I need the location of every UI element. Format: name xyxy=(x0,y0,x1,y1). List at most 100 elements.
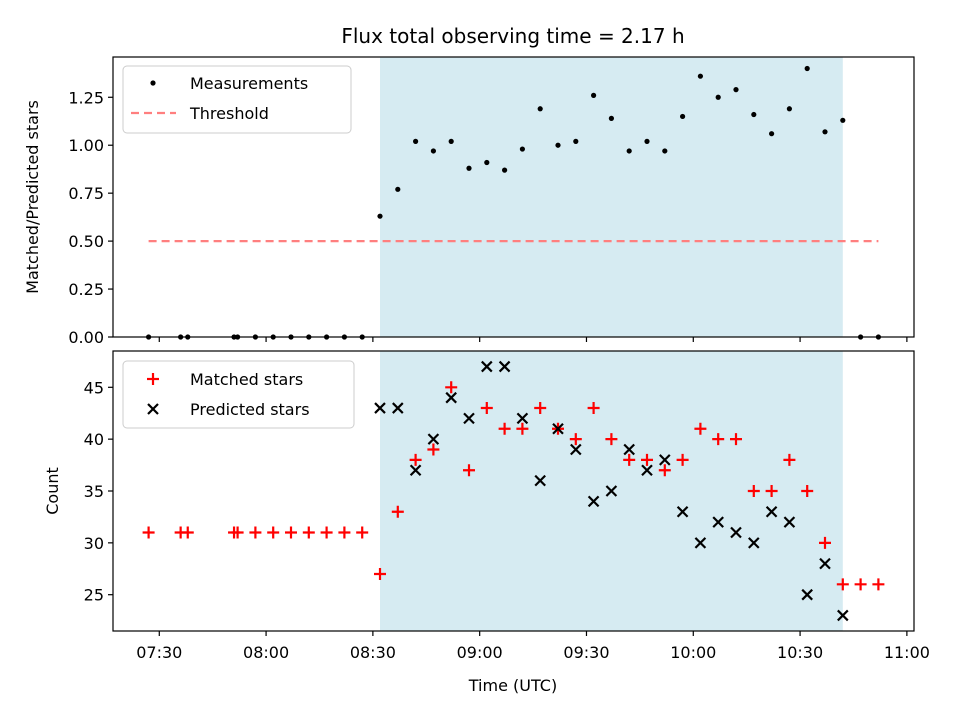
matched-star-point xyxy=(836,578,849,591)
legend-threshold-label: Threshold xyxy=(189,104,269,123)
legend-matched-label: Matched stars xyxy=(190,370,303,389)
top-ytick-label: 0.50 xyxy=(68,232,104,251)
predicted-star-point xyxy=(463,412,475,425)
top-legend-box xyxy=(122,65,352,134)
matched-star-point xyxy=(819,536,831,549)
measurement-point xyxy=(591,92,597,98)
top-ytick-label: 0.00 xyxy=(68,328,104,347)
matched-star-point xyxy=(181,526,194,539)
matched-star-point xyxy=(658,464,671,477)
predicted-star-point xyxy=(694,537,707,549)
matched-star-point xyxy=(534,402,547,415)
predicted-star-point xyxy=(534,474,546,487)
matched-star-point xyxy=(285,526,297,539)
matched-star-point xyxy=(356,526,369,539)
matched-star-point xyxy=(872,578,885,591)
chart-title: Flux total observing time = 2.17 h xyxy=(341,24,684,48)
predicted-star-point xyxy=(783,516,796,528)
xtick-label: 10:00 xyxy=(670,643,716,662)
bottom-plot-frame xyxy=(112,350,915,632)
matched-star-point xyxy=(498,422,511,435)
measurement-point xyxy=(395,186,401,192)
predicted-star-point xyxy=(748,537,760,549)
predicted-star-point xyxy=(676,505,689,518)
measurement-point xyxy=(377,213,383,219)
matched-star-point xyxy=(676,453,689,466)
matched-star-point xyxy=(623,453,636,466)
predicted-star-point xyxy=(765,505,778,518)
bottom-panel: 25 30 35 40 45 07:30 08:00 08:30 09:00 09:30 10:0… xyxy=(43,350,930,695)
predicted-star-point xyxy=(712,516,724,528)
xtick-label: 08:30 xyxy=(350,643,396,662)
matched-star-point xyxy=(641,453,653,466)
xtick-label: 08:00 xyxy=(243,643,289,662)
measurement-point xyxy=(786,106,793,112)
matched-star-point xyxy=(854,578,867,591)
measurement-point xyxy=(448,138,454,144)
matched-star-point xyxy=(249,526,262,539)
measurement-point xyxy=(484,159,490,166)
measurement-point xyxy=(608,115,615,121)
top-panel: 0.00 0.25 0.50 0.75 1.00 1.25 Matched/Predict… xyxy=(23,56,915,347)
predicted-star-point xyxy=(552,423,564,435)
xtick-label: 09:00 xyxy=(457,643,503,662)
measurement-point xyxy=(502,167,508,173)
bottom-ytick-label: 35 xyxy=(84,482,104,501)
measurement-point xyxy=(430,148,436,154)
predicted-star-point xyxy=(498,360,511,373)
legend-predicted-marker xyxy=(147,403,159,415)
predicted-star-point xyxy=(587,495,600,508)
matched-star-point xyxy=(747,485,760,497)
legend-measurements-marker xyxy=(150,80,156,86)
matched-star-point xyxy=(338,526,351,539)
matched-star-point xyxy=(427,443,440,456)
predicted-star-point xyxy=(374,402,386,414)
predicted-star-point xyxy=(481,360,493,373)
matched-star-point xyxy=(320,526,333,539)
bottom-ytick-label: 30 xyxy=(84,534,104,553)
measurement-point xyxy=(822,129,828,135)
top-ytick-label: 1.00 xyxy=(68,136,104,155)
matched-star-point xyxy=(712,433,725,446)
matched-star-point xyxy=(516,422,529,435)
measurement-point xyxy=(804,65,810,72)
bottom-ytick-label: 25 xyxy=(84,586,104,605)
matched-star-point xyxy=(801,485,814,497)
legend-measurements-label: Measurements xyxy=(190,74,308,93)
predicted-star-point xyxy=(641,464,653,477)
matched-star-point xyxy=(694,422,707,435)
predicted-star-point xyxy=(516,412,529,425)
matched-star-point xyxy=(730,433,742,446)
xtick-label: 10:30 xyxy=(777,643,823,662)
matched-star-point xyxy=(605,433,618,446)
predicted-star-point xyxy=(819,557,831,570)
measurement-point xyxy=(537,106,543,112)
measurement-point xyxy=(697,73,704,79)
xtick-label: 09:30 xyxy=(563,643,609,662)
matched-star-point xyxy=(267,526,280,539)
predicted-star-point xyxy=(392,402,404,414)
predicted-star-point xyxy=(801,588,813,601)
xtick-label: 07:30 xyxy=(136,643,182,662)
predicted-star-point xyxy=(659,454,671,466)
predicted-star-point xyxy=(730,526,742,539)
measurement-point xyxy=(466,165,472,171)
measurement-point xyxy=(662,148,668,154)
predicted-star-point xyxy=(570,443,582,456)
bottom-legend-box xyxy=(122,360,355,429)
predicted-star-point xyxy=(445,391,457,404)
predicted-star-point xyxy=(427,433,440,445)
matched-star-point xyxy=(409,453,422,466)
measurement-point xyxy=(840,117,846,123)
measurement-point xyxy=(715,94,721,100)
top-ylabel: Matched/Predicted stars xyxy=(23,100,42,294)
predicted-star-point xyxy=(837,609,849,622)
xtick-label: 11:00 xyxy=(884,643,930,662)
bottom-legend: Matched stars Predicted stars xyxy=(122,360,355,429)
matched-star-point xyxy=(480,402,493,415)
measurement-point xyxy=(626,148,632,154)
matched-star-point xyxy=(463,464,475,477)
measurement-point xyxy=(680,113,686,120)
measurement-point xyxy=(733,87,739,93)
